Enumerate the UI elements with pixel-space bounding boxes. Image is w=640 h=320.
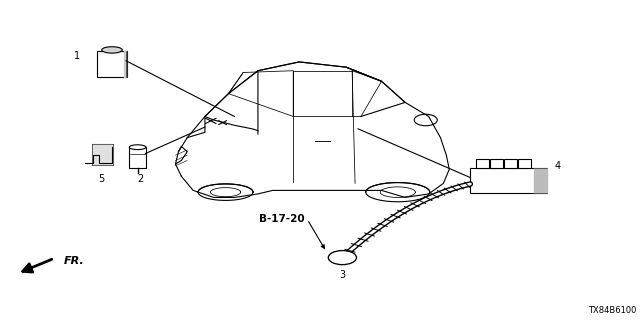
Text: TX84B6100: TX84B6100 <box>588 306 637 315</box>
FancyBboxPatch shape <box>129 147 146 168</box>
FancyBboxPatch shape <box>518 159 531 168</box>
Ellipse shape <box>102 47 122 53</box>
Polygon shape <box>92 144 113 165</box>
FancyBboxPatch shape <box>504 159 517 168</box>
Text: 4: 4 <box>555 161 561 172</box>
Ellipse shape <box>129 145 146 150</box>
FancyBboxPatch shape <box>490 159 503 168</box>
FancyBboxPatch shape <box>476 159 489 168</box>
Text: 5: 5 <box>98 174 104 184</box>
FancyBboxPatch shape <box>470 168 535 193</box>
Text: 2: 2 <box>138 174 144 184</box>
Text: B-17-20: B-17-20 <box>259 214 305 224</box>
Polygon shape <box>534 168 547 193</box>
FancyBboxPatch shape <box>97 51 127 77</box>
Polygon shape <box>124 51 126 77</box>
Circle shape <box>328 251 356 265</box>
Text: FR.: FR. <box>64 256 84 266</box>
Text: 3: 3 <box>339 270 346 280</box>
Text: 1: 1 <box>74 51 80 61</box>
